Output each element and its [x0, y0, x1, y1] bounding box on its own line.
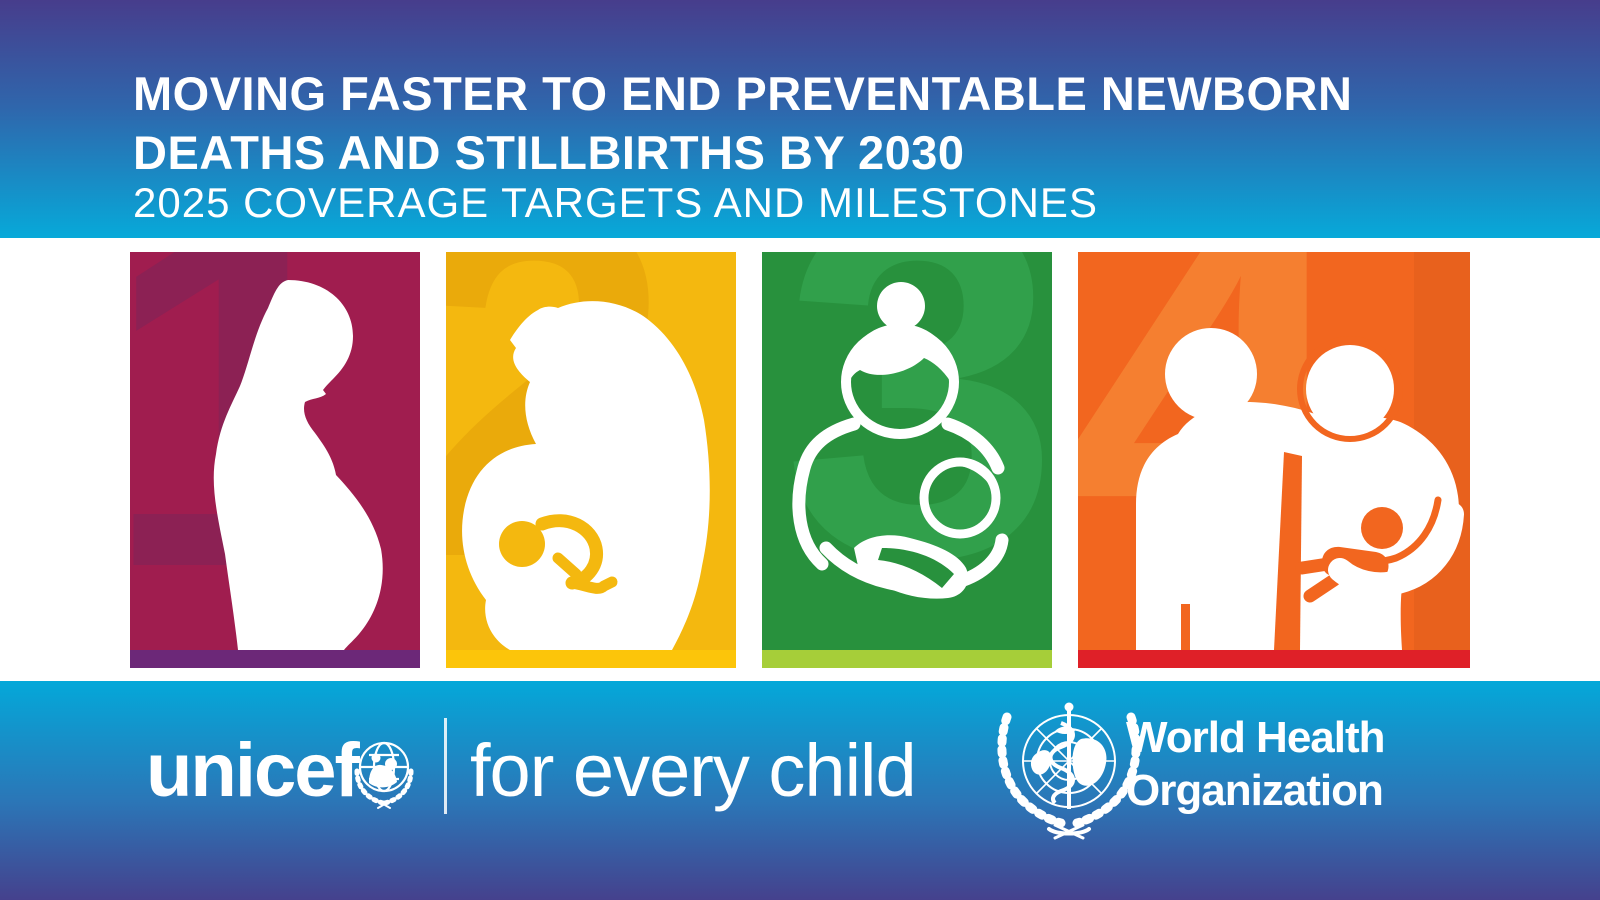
- fetus-icon: [499, 514, 618, 594]
- panel-2-fetus: 2: [446, 252, 736, 668]
- panel-1-footer-strip: [130, 650, 420, 668]
- footer-band: unicef for every child: [0, 681, 1600, 900]
- who-emblem-icon: [997, 702, 1141, 840]
- page-subtitle: 2025 COVERAGE TARGETS AND MILESTONES: [133, 179, 1098, 226]
- header-band: MOVING FASTER TO END PREVENTABLE NEWBORN…: [0, 0, 1600, 238]
- unicef-wordmark: unicef: [146, 728, 360, 813]
- title-line-1: MOVING FASTER TO END PREVENTABLE NEWBORN: [133, 67, 1353, 120]
- panel-2-footer-strip: [446, 650, 736, 668]
- title-line-2: DEATHS AND STILLBIRTHS BY 2030: [133, 126, 965, 179]
- mother-with-fetus-icon: [462, 301, 710, 650]
- panel-1-pregnancy: 1: [130, 252, 420, 668]
- panel-4-family: 4: [1078, 252, 1470, 668]
- who-wordmark: World Health Organization: [1126, 711, 1386, 817]
- mother-holding-newborn-icon: [792, 282, 1009, 599]
- panel-3-footer-strip: [762, 650, 1052, 668]
- panel-3-newborn: 3: [762, 252, 1052, 668]
- panel-4-footer-strip: [1078, 650, 1470, 668]
- unicef-emblem-icon: [354, 741, 414, 809]
- unicef-tagline: for every child: [470, 729, 917, 812]
- family-with-newborn-icon: [1136, 328, 1464, 650]
- page-title: MOVING FASTER TO END PREVENTABLE NEWBORN…: [133, 64, 1352, 182]
- who-wordmark-line-1: World Health: [1126, 713, 1386, 762]
- logo-divider: [444, 718, 447, 814]
- pregnant-woman-icon: [213, 280, 383, 650]
- who-wordmark-line-2: Organization: [1126, 766, 1384, 815]
- panel-row: 1 2 3: [0, 252, 1600, 668]
